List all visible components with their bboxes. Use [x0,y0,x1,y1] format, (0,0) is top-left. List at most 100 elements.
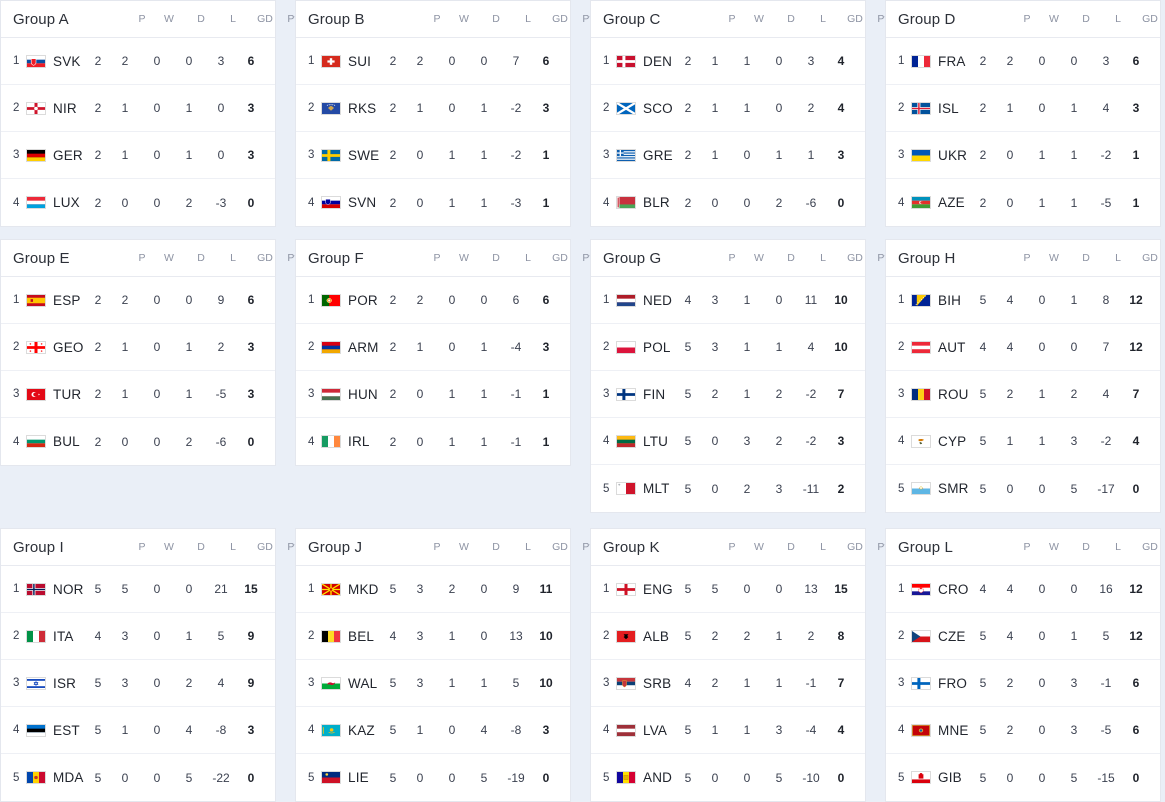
team-code[interactable]: MNE [938,722,969,738]
team-code[interactable]: ARM [348,339,379,355]
table-row[interactable]: 2 SCO 2 1 1 0 2 4 [591,85,865,132]
table-row[interactable]: 3 SWE 2 0 1 1 -2 1 [296,132,570,179]
team-code[interactable]: POR [348,292,378,308]
table-row[interactable]: 1 POR 2 2 0 0 6 6 [296,277,570,324]
table-row[interactable]: 1 SUI 2 2 0 0 7 6 [296,38,570,85]
table-row[interactable]: 4 BLR 2 0 0 2 -6 0 [591,179,865,226]
table-row[interactable]: 1 DEN 2 1 1 0 3 4 [591,38,865,85]
table-row[interactable]: 2 GEO 2 1 0 1 2 3 [1,324,275,371]
table-row[interactable]: 3 GER 2 1 0 1 0 3 [1,132,275,179]
table-row[interactable]: 4 EST 5 1 0 4 -8 3 [1,707,275,754]
table-row[interactable]: 3 HUN 2 0 1 1 -1 1 [296,371,570,418]
team-code[interactable]: NIR [53,100,77,116]
table-row[interactable]: 4 LTU 5 0 3 2 -2 3 [591,418,865,465]
team-code[interactable]: GER [53,147,83,163]
table-row[interactable]: 4 LUX 2 0 0 2 -3 0 [1,179,275,226]
table-row[interactable]: 2 RKS 2 1 0 1 -2 3 [296,85,570,132]
table-row[interactable]: 5 AND 5 0 0 5 -10 0 [591,754,865,801]
table-row[interactable]: 2 ALB 5 2 2 1 2 8 [591,613,865,660]
table-row[interactable]: 4 CYP 5 1 1 3 -2 4 [886,418,1160,465]
table-row[interactable]: 5 LIE 5 0 0 5 -19 0 [296,754,570,801]
team-code[interactable]: ROU [938,386,969,402]
table-row[interactable]: 3 TUR 2 1 0 1 -5 3 [1,371,275,418]
table-row[interactable]: 1 BIH 5 4 0 1 8 12 [886,277,1160,324]
table-row[interactable]: 5 SMR 5 0 0 5 -17 0 [886,465,1160,512]
team-code[interactable]: NOR [53,581,84,597]
team-code[interactable]: CYP [938,433,967,449]
table-row[interactable]: 5 MDA 5 0 0 5 -22 0 [1,754,275,801]
team-code[interactable]: SCO [643,100,673,116]
table-row[interactable]: 4 IRL 2 0 1 1 -1 1 [296,418,570,465]
table-row[interactable]: 1 NOR 5 5 0 0 21 15 [1,566,275,613]
table-row[interactable]: 3 ROU 5 2 1 2 4 7 [886,371,1160,418]
table-row[interactable]: 1 MKD 5 3 2 0 9 11 [296,566,570,613]
team-code[interactable]: POL [643,339,671,355]
team-code[interactable]: WAL [348,675,378,691]
team-code[interactable]: ISL [938,100,959,116]
table-row[interactable]: 2 AUT 4 4 0 0 7 12 [886,324,1160,371]
table-row[interactable]: 1 NED 4 3 1 0 11 10 [591,277,865,324]
team-code[interactable]: MLT [643,481,670,496]
team-code[interactable]: AND [643,770,673,785]
team-code[interactable]: HUN [348,386,378,402]
table-row[interactable]: 1 CRO 4 4 0 0 16 12 [886,566,1160,613]
team-code[interactable]: KAZ [348,722,375,738]
team-code[interactable]: BEL [348,628,375,644]
team-code[interactable]: ESP [53,292,81,308]
table-row[interactable]: 3 GRE 2 1 0 1 1 3 [591,132,865,179]
team-code[interactable]: BLR [643,195,670,210]
team-code[interactable]: SVN [348,195,377,210]
table-row[interactable]: 4 MNE 5 2 0 3 -5 6 [886,707,1160,754]
table-row[interactable]: 3 UKR 2 0 1 1 -2 1 [886,132,1160,179]
team-code[interactable]: AUT [938,339,966,355]
team-code[interactable]: LIE [348,770,369,785]
table-row[interactable]: 4 LVA 5 1 1 3 -4 4 [591,707,865,754]
team-code[interactable]: RKS [348,100,377,116]
team-code[interactable]: LUX [53,195,80,210]
team-code[interactable]: AZE [938,195,965,210]
team-code[interactable]: GIB [938,770,962,785]
table-row[interactable]: 2 CZE 5 4 0 1 5 12 [886,613,1160,660]
table-row[interactable]: 4 BUL 2 0 0 2 -6 0 [1,418,275,465]
team-code[interactable]: ISR [53,675,77,691]
table-row[interactable]: 1 SVK 2 2 0 0 3 6 [1,38,275,85]
table-row[interactable]: 2 ITA 4 3 0 1 5 9 [1,613,275,660]
table-row[interactable]: 3 FRO 5 2 0 3 -1 6 [886,660,1160,707]
team-code[interactable]: LVA [643,722,668,738]
team-code[interactable]: SRB [643,675,672,691]
table-row[interactable]: 1 ESP 2 2 0 0 9 6 [1,277,275,324]
team-code[interactable]: BIH [938,292,962,308]
table-row[interactable]: 3 WAL 5 3 1 1 5 10 [296,660,570,707]
table-row[interactable]: 3 ISR 5 3 0 2 4 9 [1,660,275,707]
team-code[interactable]: ALB [643,628,670,644]
team-code[interactable]: ITA [53,628,74,644]
table-row[interactable]: 4 KAZ 5 1 0 4 -8 3 [296,707,570,754]
table-row[interactable]: 1 FRA 2 2 0 0 3 6 [886,38,1160,85]
table-row[interactable]: 2 BEL 4 3 1 0 13 10 [296,613,570,660]
team-code[interactable]: SVK [53,53,81,69]
team-code[interactable]: BUL [53,434,80,449]
team-code[interactable]: TUR [53,386,82,402]
team-code[interactable]: FRO [938,675,968,691]
team-code[interactable]: CZE [938,628,966,644]
team-code[interactable]: IRL [348,434,370,449]
team-code[interactable]: GEO [53,339,84,355]
team-code[interactable]: MKD [348,581,379,597]
table-row[interactable]: 2 POL 5 3 1 1 4 10 [591,324,865,371]
team-code[interactable]: ENG [643,581,673,597]
table-row[interactable]: 4 AZE 2 0 1 1 -5 1 [886,179,1160,226]
table-row[interactable]: 3 SRB 4 2 1 1 -1 7 [591,660,865,707]
team-code[interactable]: UKR [938,147,968,163]
team-code[interactable]: GRE [643,147,673,163]
team-code[interactable]: SUI [348,53,372,69]
team-code[interactable]: MDA [53,770,84,785]
team-code[interactable]: FIN [643,386,666,402]
team-code[interactable]: FRA [938,53,966,69]
team-code[interactable]: DEN [643,53,673,69]
table-row[interactable]: 3 FIN 5 2 1 2 -2 7 [591,371,865,418]
team-code[interactable]: EST [53,722,80,738]
table-row[interactable]: 2 NIR 2 1 0 1 0 3 [1,85,275,132]
team-code[interactable]: NED [643,292,673,308]
table-row[interactable]: 5 MLT 5 0 2 3 -11 2 [591,465,865,512]
team-code[interactable]: LTU [643,433,669,449]
